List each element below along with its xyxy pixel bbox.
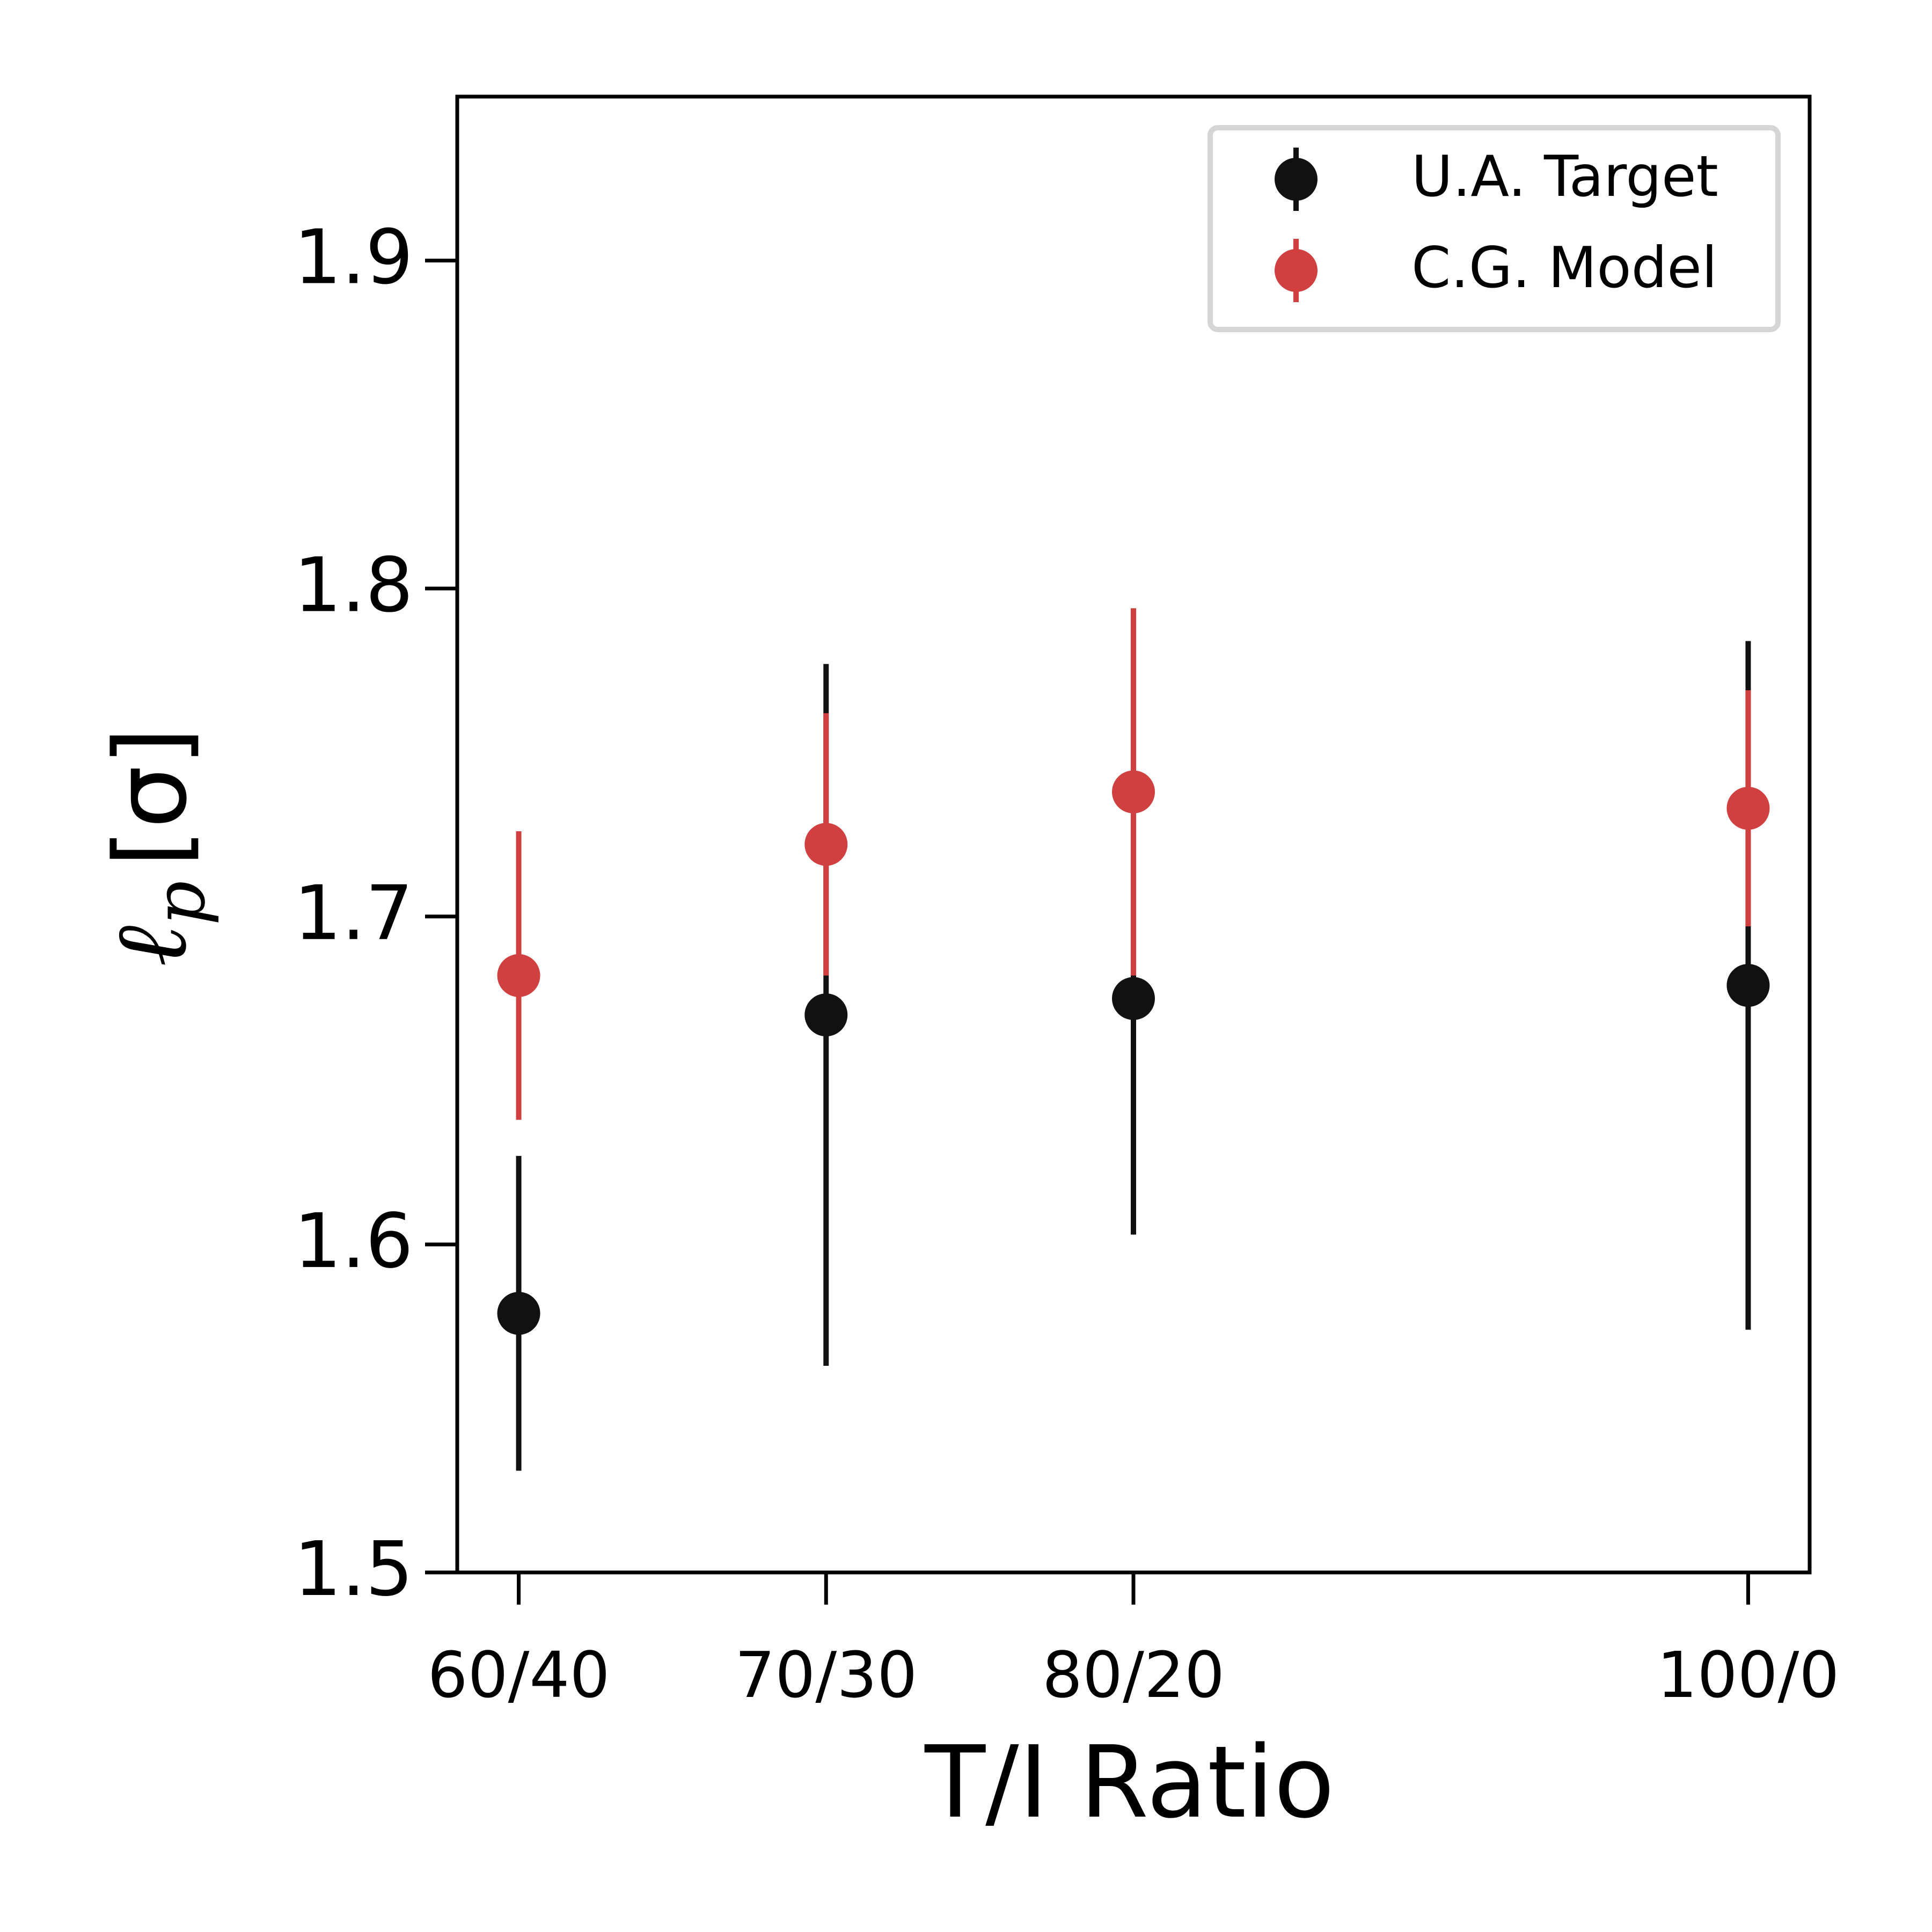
y-axis-title: ℓp [σ] <box>93 727 221 967</box>
data-point-c-g-model <box>497 954 540 997</box>
x-tick-label: 70/30 <box>735 1638 917 1712</box>
legend-label-ua-target: U.A. Target <box>1411 144 1718 209</box>
legend-marker-cg-model <box>1275 249 1318 292</box>
legend-entry-ua-target: U.A. Target <box>1275 144 1718 211</box>
series-c-g-model <box>497 608 1770 1120</box>
legend: U.A. Target C.G. Model <box>1208 125 1781 332</box>
y-axis-symbol: ℓ <box>93 925 209 967</box>
data-point-c-g-model <box>1726 787 1770 830</box>
data-point-u-a-target <box>1112 977 1155 1020</box>
plot-area <box>497 608 1770 1471</box>
y-tick-label: 1.9 <box>294 214 413 302</box>
y-axis-unit: [σ] <box>93 727 209 868</box>
data-point-c-g-model <box>804 823 848 866</box>
x-tick-label: 60/40 <box>428 1638 610 1712</box>
x-axis: 60/40 70/30 80/20 100/0 <box>428 1572 1839 1712</box>
x-tick-label: 100/0 <box>1657 1638 1839 1712</box>
data-point-u-a-target <box>1726 964 1770 1007</box>
y-tick-label: 1.8 <box>294 542 413 630</box>
y-tick-label: 1.5 <box>294 1526 413 1613</box>
y-tick-label: 1.6 <box>294 1198 413 1285</box>
plot-frame <box>455 94 1812 1575</box>
x-tick-label: 80/20 <box>1042 1638 1225 1712</box>
x-axis-title: T/I Ratio <box>924 1724 1335 1840</box>
y-axis-subscript: p <box>139 881 221 925</box>
series-u-a-target <box>497 641 1770 1471</box>
y-tick-label: 1.7 <box>294 870 413 957</box>
data-point-u-a-target <box>497 1292 540 1335</box>
y-axis: 1.5 1.6 1.7 1.8 1.9 <box>294 214 457 1613</box>
legend-box <box>1208 125 1781 332</box>
legend-label-cg-model: C.G. Model <box>1411 235 1717 301</box>
legend-marker-ua-target <box>1275 158 1318 201</box>
legend-entry-cg-model: C.G. Model <box>1275 235 1717 302</box>
data-point-u-a-target <box>804 993 848 1037</box>
data-point-c-g-model <box>1112 770 1155 814</box>
